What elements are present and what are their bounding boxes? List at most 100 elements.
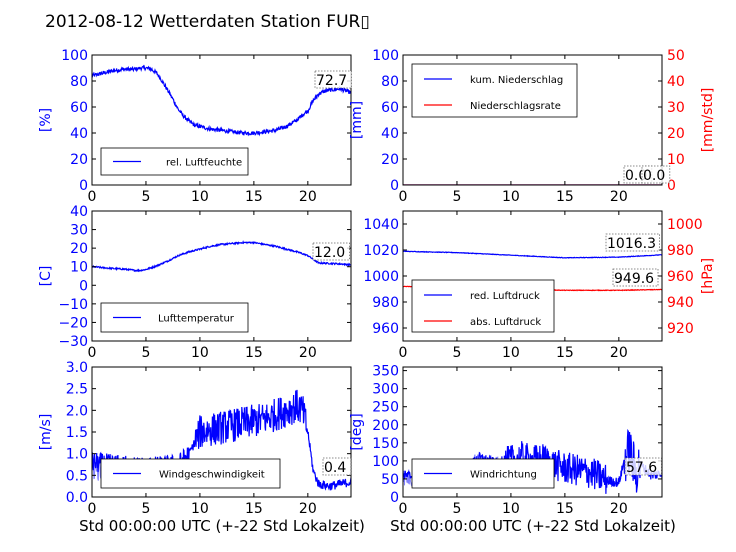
y-tick-label: 0.5 [66,468,88,484]
x-tick-label: 15 [245,501,263,517]
y-tick-label: 1020 [363,243,399,259]
x-tick-label: 5 [452,501,461,517]
x-tick-label: 20 [610,501,628,517]
y-tick-label: 150 [372,436,399,452]
y-tick-label: 2.0 [66,403,88,419]
plot-frame [402,366,663,498]
x-tick-label: 10 [502,345,520,361]
series-group [92,64,351,137]
current-value-label: 0.0 [643,168,665,184]
x-tick-label: 10 [502,501,520,517]
y-tick-label-right: 20 [667,126,685,142]
panel-winddir: 0 5 10 15 20050100150200250300350[deg]57.6Wi… [349,364,663,517]
y-tick-label: 100 [61,48,88,64]
y-axis-label: [%] [38,108,54,132]
y-tick-label: 0 [390,178,399,194]
y-tick-label: 1.5 [66,425,88,441]
y-axis-label-right: [hPa] [700,258,716,294]
x-tick-label: 5 [141,189,150,205]
x-tick-label: 0 [88,501,97,517]
x-tick-label: 20 [610,345,628,361]
legend-entry: kum. Niederschlag [470,75,563,86]
current-value-box [314,70,352,89]
y-tick-label-right: 30 [667,100,685,116]
y-tick-label-right: 960 [667,269,694,285]
y-tick-label: 40 [381,126,399,142]
y-tick-label: 0 [390,490,399,506]
y-tick-label: 100 [372,454,399,470]
y-tick-label-right: 940 [667,295,694,311]
y-tick-label: 250 [372,400,399,416]
panel-humidity: 0 5 10 15 20 0 20 40 60 80 100 [%] 72.7 rel. Luftfeuc… [38,48,352,205]
panel-windspeed: 0 5 10 15 20 0.0 0.5 1.0 1.5 2.0 2.5 3.0 [m/s] 0.4 Win… [38,360,352,517]
y-tick-label: 60 [381,100,399,116]
x-tick-label: 20 [299,501,317,517]
x-tick-label: 10 [191,501,209,517]
series-line-1 [92,240,351,273]
y-tick-label: 200 [372,418,399,434]
y-tick-label-right: 50 [667,48,685,64]
current-value-label: 12.0 [314,245,345,261]
figure-title: 2012-08-12 Wetterdaten Station FUR▯ [45,12,370,32]
y-tick-label: 40 [70,204,88,220]
x-tick-label: 15 [556,501,574,517]
y-tick-label: 960 [372,321,399,337]
legend-entry: Windrichtung [470,470,537,481]
y-tick-label: 350 [372,364,399,380]
x-tick-label: 5 [141,345,150,361]
plot-frame [91,210,352,342]
y-tick-label: −20 [58,315,88,331]
x-tick-label: 20 [299,345,317,361]
y-tick-label: 0 [79,278,88,294]
legend-entry: Niederschlagsrate [470,101,561,112]
y-tick-label: 1.0 [66,447,88,463]
current-value-box [624,457,662,476]
y-tick-label: 60 [70,100,88,116]
y-tick-label: 20 [70,152,88,168]
plot-frame [402,54,663,186]
y-tick-label: 1000 [363,269,399,285]
y-axis-label: [m/s] [38,414,54,451]
current-value-box [322,457,352,476]
current-value-box [612,268,659,287]
x-tick-label: 15 [556,345,574,361]
x-axis-label-left: Std 00:00:00 UTC (+-22 Std Lokalzeit) [79,517,365,535]
legend-entry: red. Luftdruck [470,291,540,302]
x-tick-label: 15 [556,189,574,205]
y-tick-label: 80 [381,74,399,90]
y-tick-label: −30 [58,334,88,350]
x-tick-label: 0 [88,345,97,361]
y-axis-label: [mm] [349,101,365,139]
current-value-label: 72.7 [316,73,347,89]
x-tick-label: 10 [502,189,520,205]
x-tick-label: 15 [245,189,263,205]
x-tick-label: 20 [610,189,628,205]
y-tick-label: 20 [381,152,399,168]
legend-entry: Lufttemperatur [158,314,235,325]
panel-pressure: 0 5 10 15 20 960 980 1000 1020 1040 920 940 960 980 10… [363,210,716,361]
y-axis-label: [C] [38,266,54,287]
legend-entry: rel. Luftfeuchte [166,158,242,169]
x-tick-label: 0 [399,189,408,205]
current-value-box [312,242,350,261]
x-tick-label: 20 [299,189,317,205]
series-group [92,240,351,273]
y-tick-label-right: 0 [667,178,676,194]
y-tick-label: 100 [372,48,399,64]
panel-precip: 0 5 10 15 20 0 20 40 60 80 100 0 10 20 30 40 50 [mm] [mm/s… [349,48,716,205]
y-tick-label: 0 [79,178,88,194]
y-tick-label-right: 10 [667,152,685,168]
x-tick-label: 5 [452,345,461,361]
x-tick-label: 0 [399,345,408,361]
y-tick-label-right: 920 [667,321,694,337]
current-value-label: 57.6 [626,460,657,476]
x-tick-label: 10 [191,189,209,205]
y-tick-label: 0.0 [66,490,88,506]
y-tick-label-right: 980 [667,243,694,259]
y-axis-label-right: [mm/std] [700,88,716,153]
y-tick-label: 300 [372,382,399,398]
legend-box [411,279,555,333]
x-tick-label: 15 [245,345,263,361]
y-tick-label: 2.5 [66,382,88,398]
